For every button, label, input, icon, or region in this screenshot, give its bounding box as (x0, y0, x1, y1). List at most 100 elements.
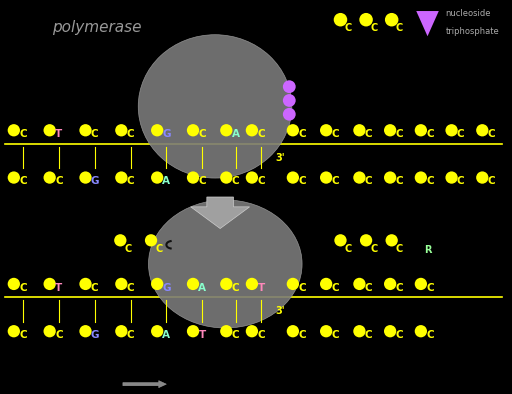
Ellipse shape (220, 278, 232, 290)
Ellipse shape (287, 278, 299, 290)
Ellipse shape (353, 124, 366, 136)
Ellipse shape (187, 278, 199, 290)
Text: A: A (198, 282, 206, 293)
Text: C: C (365, 129, 372, 139)
Text: C: C (19, 330, 27, 340)
Text: C: C (258, 176, 265, 186)
Ellipse shape (384, 171, 396, 184)
Ellipse shape (476, 171, 488, 184)
Text: C: C (370, 244, 377, 254)
Text: C: C (332, 129, 339, 139)
Text: C: C (370, 22, 377, 33)
FancyArrow shape (190, 197, 250, 229)
Ellipse shape (386, 234, 398, 247)
Ellipse shape (79, 325, 92, 337)
Text: C: C (91, 282, 98, 293)
Ellipse shape (334, 234, 347, 247)
Ellipse shape (445, 124, 458, 136)
Ellipse shape (220, 124, 232, 136)
Ellipse shape (320, 278, 332, 290)
Ellipse shape (415, 124, 427, 136)
Text: C: C (332, 330, 339, 340)
Text: C: C (199, 129, 206, 139)
Text: C: C (124, 244, 132, 254)
Ellipse shape (283, 94, 295, 107)
Text: T: T (55, 129, 62, 139)
Ellipse shape (115, 278, 127, 290)
Text: C: C (426, 176, 434, 186)
Text: C: C (426, 129, 434, 139)
Text: C: C (298, 176, 306, 186)
Text: C: C (55, 330, 62, 340)
Ellipse shape (115, 325, 127, 337)
Text: C: C (232, 282, 239, 293)
Ellipse shape (334, 13, 347, 26)
Ellipse shape (44, 325, 56, 337)
Ellipse shape (415, 278, 427, 290)
Ellipse shape (44, 124, 56, 136)
Text: C: C (258, 129, 265, 139)
Ellipse shape (220, 171, 232, 184)
Text: G: G (162, 282, 170, 293)
Ellipse shape (187, 325, 199, 337)
Text: C: C (127, 129, 134, 139)
Ellipse shape (283, 108, 295, 121)
Ellipse shape (385, 13, 398, 26)
Text: C: C (345, 22, 352, 33)
Ellipse shape (287, 325, 299, 337)
Ellipse shape (246, 278, 258, 290)
Ellipse shape (415, 171, 427, 184)
Ellipse shape (283, 80, 295, 93)
Ellipse shape (384, 325, 396, 337)
Ellipse shape (220, 325, 232, 337)
Text: C: C (127, 176, 134, 186)
Ellipse shape (360, 234, 372, 247)
Ellipse shape (320, 124, 332, 136)
Text: G: G (91, 330, 99, 340)
Ellipse shape (44, 278, 56, 290)
Ellipse shape (353, 171, 366, 184)
Ellipse shape (8, 278, 20, 290)
Text: A: A (231, 129, 240, 139)
Ellipse shape (384, 124, 396, 136)
Ellipse shape (138, 35, 292, 178)
Ellipse shape (151, 278, 163, 290)
Text: C: C (365, 176, 372, 186)
Ellipse shape (114, 234, 126, 247)
Ellipse shape (44, 171, 56, 184)
Text: T: T (199, 330, 206, 340)
Text: C: C (396, 129, 403, 139)
Ellipse shape (353, 325, 366, 337)
Text: 3': 3' (276, 306, 285, 316)
Text: triphosphate: triphosphate (445, 27, 499, 36)
Text: C: C (258, 330, 265, 340)
Text: C: C (488, 129, 495, 139)
Text: C: C (332, 176, 339, 186)
Text: C: C (396, 244, 403, 254)
Text: C: C (298, 129, 306, 139)
Ellipse shape (115, 171, 127, 184)
Text: C: C (232, 176, 239, 186)
Text: C: C (19, 176, 27, 186)
Text: C: C (232, 330, 239, 340)
Text: C: C (396, 282, 403, 293)
Ellipse shape (287, 124, 299, 136)
Text: C: C (365, 330, 372, 340)
Ellipse shape (151, 325, 163, 337)
Ellipse shape (445, 171, 458, 184)
Text: C: C (19, 129, 27, 139)
Ellipse shape (353, 278, 366, 290)
Ellipse shape (151, 124, 163, 136)
Text: C: C (91, 129, 98, 139)
Text: T: T (258, 282, 265, 293)
Text: C: C (396, 22, 403, 33)
Text: A: A (162, 330, 170, 340)
Text: C: C (55, 176, 62, 186)
FancyArrow shape (123, 381, 166, 388)
Ellipse shape (8, 171, 20, 184)
Text: C: C (298, 330, 306, 340)
Ellipse shape (246, 171, 258, 184)
Text: C: C (298, 282, 306, 293)
Text: A: A (162, 176, 170, 186)
Text: C: C (426, 282, 434, 293)
